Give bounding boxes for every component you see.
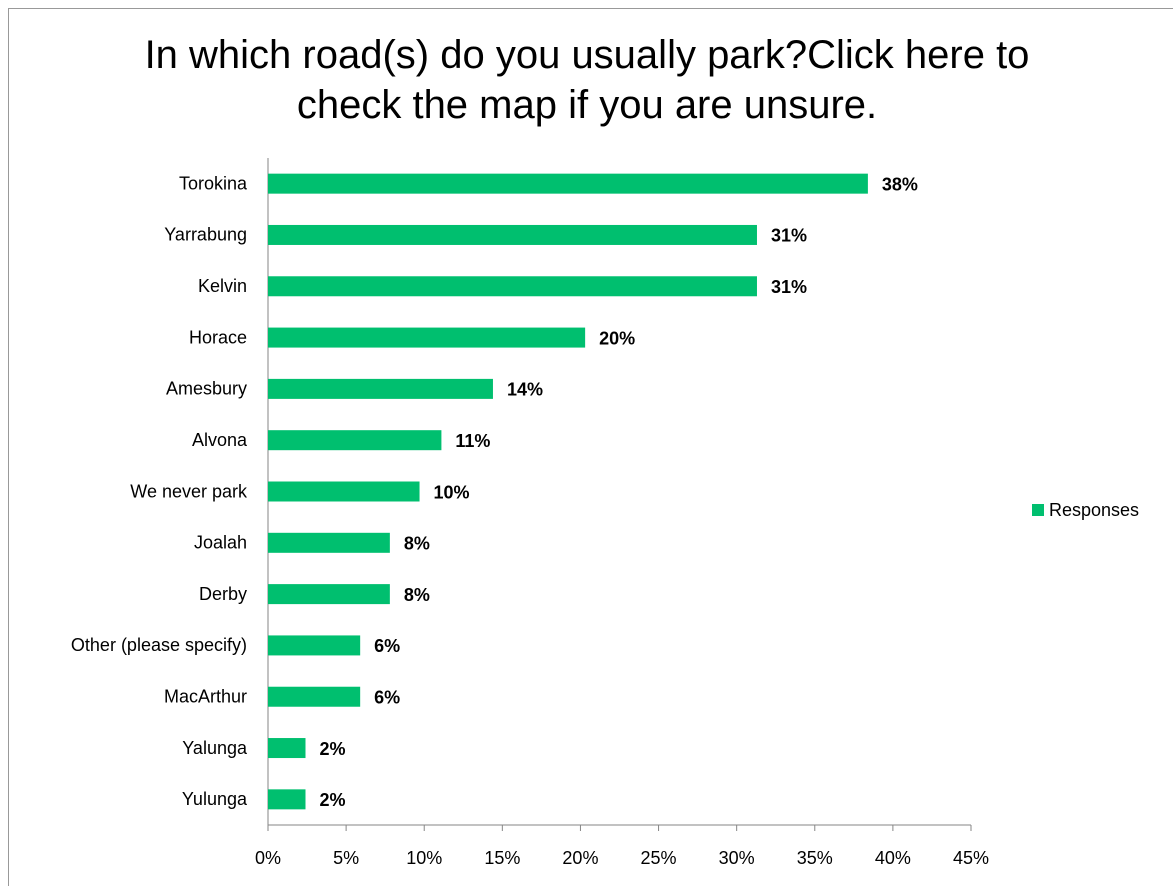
bar	[268, 224, 757, 245]
y-tick-label: Kelvin	[198, 276, 247, 296]
legend-label: Responses	[1049, 500, 1139, 520]
x-tick-label: 0%	[255, 848, 281, 868]
bar	[268, 789, 306, 810]
value-label: 6%	[374, 687, 400, 707]
value-label: 20%	[599, 328, 635, 348]
y-tick-label: Joalah	[194, 533, 247, 553]
y-tick-label: Torokina	[179, 173, 248, 193]
bar	[268, 635, 361, 656]
x-tick-label: 10%	[406, 848, 442, 868]
value-label: 14%	[507, 380, 543, 400]
x-tick-label: 45%	[953, 848, 989, 868]
chart-frame	[8, 8, 1173, 886]
bar	[268, 738, 306, 759]
bar	[268, 481, 420, 502]
bar	[268, 327, 586, 348]
y-tick-label: MacArthur	[164, 686, 247, 706]
value-label: 8%	[404, 585, 430, 605]
y-tick-label: We never park	[130, 481, 248, 501]
value-label: 2%	[319, 790, 345, 810]
x-tick-label: 5%	[333, 848, 359, 868]
y-tick-label: Amesbury	[166, 379, 247, 399]
y-tick-label: Other (please specify)	[71, 635, 247, 655]
y-tick-label: Derby	[199, 584, 247, 604]
bar	[268, 686, 361, 707]
x-tick-label: 20%	[562, 848, 598, 868]
y-tick-label: Yulunga	[182, 789, 248, 809]
bar	[268, 276, 757, 297]
chart-title: In which road(s) do you usually park?Cli…	[144, 33, 1030, 127]
bar	[268, 430, 442, 451]
y-tick-label: Alvona	[192, 430, 248, 450]
value-label: 10%	[434, 482, 470, 502]
x-tick-label: 30%	[719, 848, 755, 868]
value-label: 38%	[882, 174, 918, 194]
bar	[268, 173, 868, 194]
value-label: 2%	[319, 739, 345, 759]
value-label: 8%	[404, 534, 430, 554]
bar	[268, 378, 493, 399]
x-tick-label: 15%	[484, 848, 520, 868]
value-label: 31%	[771, 277, 807, 297]
y-tick-label: Yarrabung	[164, 225, 247, 245]
bar	[268, 584, 390, 605]
y-tick-label: Horace	[189, 327, 247, 347]
y-tick-label: Yalunga	[182, 738, 248, 758]
value-label: 11%	[455, 431, 490, 451]
x-tick-label: 35%	[797, 848, 833, 868]
legend-swatch	[1032, 504, 1044, 516]
bar	[268, 532, 390, 553]
value-label: 6%	[374, 636, 400, 656]
x-tick-label: 25%	[641, 848, 677, 868]
x-tick-label: 40%	[875, 848, 911, 868]
value-label: 31%	[771, 226, 807, 246]
